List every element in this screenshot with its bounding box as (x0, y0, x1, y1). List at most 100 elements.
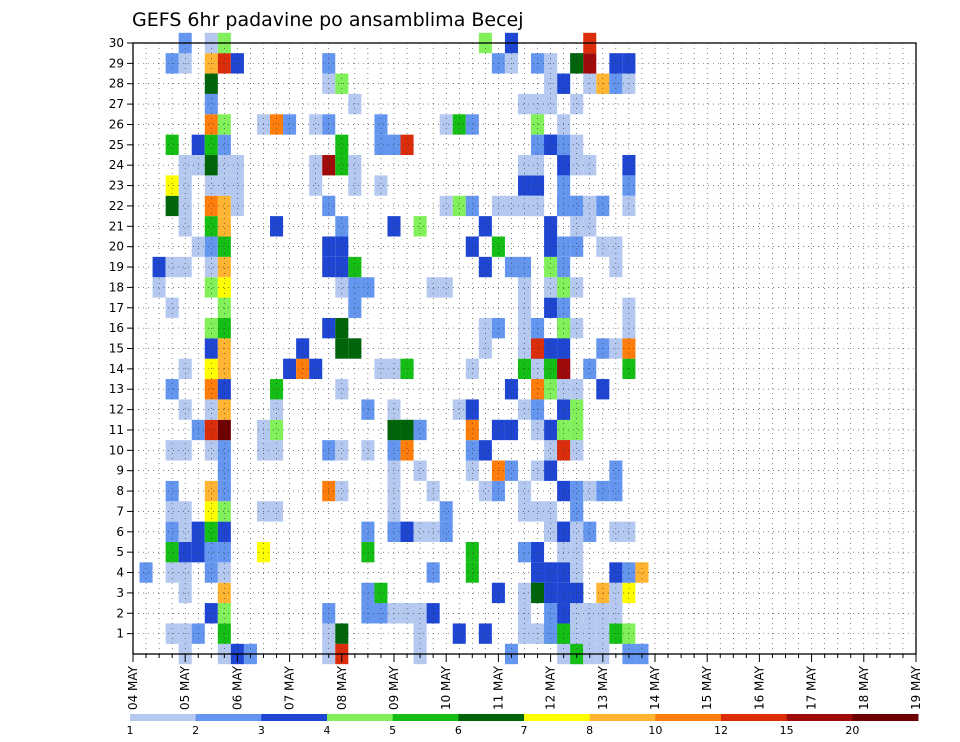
heatmap-cell (517, 256, 532, 278)
heatmap-cell (570, 399, 584, 420)
y-tick-label: 23 (109, 179, 124, 193)
x-tick-label: 06 MAY (230, 665, 244, 710)
heatmap-cell (570, 155, 584, 176)
heatmap-cell (635, 562, 649, 583)
heatmap-cell (348, 297, 362, 318)
heatmap-cell (531, 93, 545, 115)
heatmap-cell (178, 501, 192, 522)
y-tick-label: 15 (109, 342, 124, 356)
heatmap-cell (165, 521, 179, 542)
heatmap-cell (544, 521, 558, 542)
heatmap-cell (387, 440, 401, 461)
y-tick-label: 8 (116, 484, 124, 498)
heatmap-cell (204, 175, 218, 196)
heatmap-cell (178, 541, 192, 563)
heatmap-cell (361, 521, 375, 542)
heatmap-cell (204, 440, 218, 461)
heatmap-cell (570, 134, 584, 156)
heatmap-cell (387, 460, 401, 481)
heatmap-cell (531, 379, 545, 400)
heatmap-cell (570, 216, 584, 237)
heatmap-cell (230, 175, 244, 196)
heatmap-cell (270, 419, 284, 441)
heatmap-cell (204, 236, 218, 257)
heatmap-cell (465, 419, 479, 441)
heatmap-cell (152, 256, 166, 278)
legend-label: 6 (455, 724, 462, 737)
x-tick-label: 12 MAY (544, 665, 558, 710)
heatmap-cell (165, 195, 179, 217)
heatmap-cell (165, 480, 179, 502)
heatmap-cell (348, 93, 362, 115)
heatmap-cell (439, 521, 453, 542)
heatmap-cell (439, 501, 453, 522)
heatmap-cell (531, 562, 545, 583)
heatmap-cell (217, 195, 231, 217)
heatmap-cell (400, 521, 414, 542)
y-tick-label: 12 (109, 403, 124, 417)
legend-label: 12 (714, 724, 728, 737)
x-tick-label: 10 MAY (439, 665, 453, 710)
heatmap-cell (165, 175, 179, 196)
y-tick-label: 2 (116, 606, 124, 620)
heatmap-cell (413, 521, 427, 542)
heatmap-cell (504, 460, 518, 481)
heatmap-cell (178, 562, 192, 583)
heatmap-cell (596, 236, 610, 257)
heatmap-cell (217, 216, 231, 237)
heatmap-cell (270, 379, 284, 400)
heatmap-cell (217, 480, 231, 502)
heatmap-cell (217, 501, 231, 522)
y-tick-label: 1 (116, 627, 124, 641)
heatmap-cell (544, 582, 558, 604)
heatmap-cell (348, 155, 362, 176)
y-tick-label: 22 (109, 199, 124, 213)
heatmap-cell (400, 440, 414, 461)
heatmap-cell (413, 419, 427, 441)
heatmap-cell (517, 195, 532, 217)
heatmap-cell (439, 277, 453, 298)
heatmap-cell (439, 195, 453, 217)
heatmap-cell (583, 155, 597, 176)
heatmap-cell (609, 236, 623, 257)
heatmap-cell (544, 297, 558, 318)
heatmap-cell (139, 562, 153, 583)
heatmap-cell (531, 399, 545, 420)
x-tick-label: 15 MAY (700, 665, 714, 710)
heatmap-cell (361, 541, 375, 563)
heatmap-cell (531, 134, 545, 156)
y-tick-label: 28 (109, 77, 124, 91)
heatmap-cell (335, 216, 349, 237)
heatmap-cell (609, 562, 623, 583)
y-tick-label: 10 (109, 443, 124, 457)
heatmap-cell (217, 236, 231, 257)
heatmap-cell (478, 440, 492, 461)
heatmap-cell (583, 480, 597, 502)
heatmap-cell (204, 134, 218, 156)
heatmap-cell (465, 114, 479, 135)
heatmap-cell (413, 216, 427, 237)
heatmap-cell (204, 155, 218, 176)
heatmap-cell (374, 134, 388, 156)
heatmap-cell (270, 114, 284, 135)
heatmap-cell (374, 582, 388, 604)
heatmap-cell (217, 399, 231, 420)
x-tick-label: 05 MAY (178, 665, 192, 710)
heatmap-cell (204, 256, 218, 278)
heatmap-cell (270, 440, 284, 461)
heatmap-cell (478, 256, 492, 278)
chart-title: GEFS 6hr padavine po ansamblima Becej (132, 9, 524, 31)
legend-label: 15 (780, 724, 794, 737)
legend-label: 8 (586, 724, 593, 737)
heatmap-cell (309, 114, 323, 135)
heatmap-cell (570, 541, 584, 563)
heatmap-cell (596, 582, 610, 604)
heatmap-cell (531, 195, 545, 217)
legend-label: 7 (521, 724, 528, 737)
y-tick-label: 27 (109, 97, 124, 111)
x-tick-label: 14 MAY (648, 665, 662, 710)
heatmap-cell (204, 562, 218, 583)
heatmap-cell (544, 379, 558, 400)
x-tick-label: 04 MAY (126, 665, 140, 710)
